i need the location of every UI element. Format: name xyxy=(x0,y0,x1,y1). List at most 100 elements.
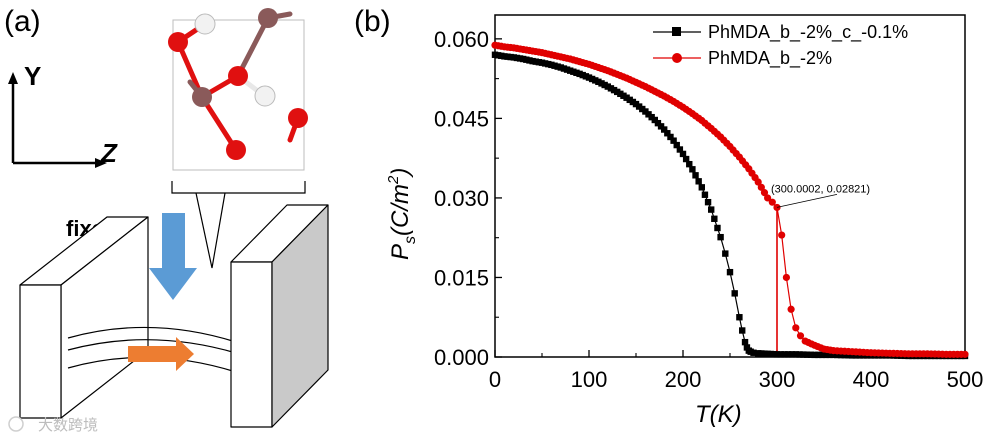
data-point-circle xyxy=(782,273,791,282)
data-point-square xyxy=(689,166,696,173)
data-point-square xyxy=(695,178,702,185)
data-point-square xyxy=(739,327,746,334)
x-tick-label: 0 xyxy=(489,367,501,392)
oxygen-atom xyxy=(228,66,248,86)
z-arrowhead-icon xyxy=(95,158,107,168)
data-point-square xyxy=(698,184,705,191)
data-point-square xyxy=(841,351,848,359)
data-point-square xyxy=(845,352,852,359)
data-point-square xyxy=(773,351,781,358)
data-point-square xyxy=(679,150,687,158)
data-point-circle xyxy=(768,198,776,206)
force-arrow-icon xyxy=(149,213,197,300)
y-tick-label: 0.060 xyxy=(434,27,489,52)
legend-label-red: PhMDA_b_-2% xyxy=(708,48,832,69)
data-point-square xyxy=(708,206,715,213)
watermark-logo-icon xyxy=(8,416,24,432)
data-point-circle xyxy=(778,231,786,239)
data-point-square xyxy=(803,351,811,358)
y-axis-title: Ps(C/m2) xyxy=(385,168,419,260)
panel-a-label: (a) xyxy=(4,5,41,38)
data-point-square xyxy=(818,351,826,359)
legend-entry-red: PhMDA_b_-2% xyxy=(653,48,832,69)
y-tick-label: 0.015 xyxy=(434,265,489,290)
data-point-square xyxy=(664,130,671,137)
data-point-square xyxy=(777,351,784,358)
legend-marker-circle-icon xyxy=(672,53,682,63)
y-tick-label: 0.030 xyxy=(434,186,489,211)
inset-callout xyxy=(195,192,226,269)
y-tick-label: 0.000 xyxy=(434,345,489,370)
y-title-sub: s xyxy=(402,236,419,244)
data-point-square xyxy=(670,137,677,144)
annotation-leader xyxy=(776,194,838,208)
right-clamp-block xyxy=(230,204,329,428)
legend-marker-square-icon xyxy=(672,27,681,36)
data-point-square xyxy=(717,233,724,241)
data-point-circle xyxy=(796,332,805,340)
x-tick-label: 500 xyxy=(947,367,984,392)
x-tick-label: 100 xyxy=(571,367,608,392)
data-point-square xyxy=(807,351,815,358)
data-point-square xyxy=(736,314,743,321)
data-series xyxy=(491,41,969,360)
data-point-square xyxy=(830,351,837,359)
y-title-sup: 2 xyxy=(385,175,402,185)
x-tick-label: 300 xyxy=(759,367,796,392)
svg-text:Ps(C/m2): Ps(C/m2) xyxy=(385,168,419,260)
data-point-square xyxy=(800,351,807,358)
oxygen-atom xyxy=(168,32,188,52)
data-point-square xyxy=(667,133,674,141)
data-point-square xyxy=(682,155,690,163)
data-point-square xyxy=(731,290,738,297)
data-point-circle xyxy=(773,203,781,212)
data-point-circle xyxy=(792,324,800,332)
data-point-circle xyxy=(787,305,795,313)
data-point-square xyxy=(815,351,822,359)
data-point-circle xyxy=(757,183,765,191)
data-point-square xyxy=(792,351,799,358)
x-tick-label: 400 xyxy=(853,367,890,392)
data-point-square xyxy=(661,126,668,133)
data-point-circle xyxy=(764,194,772,202)
legend: PhMDA_b_-2%_c_-0.1% PhMDA_b_-2% xyxy=(653,22,908,69)
hydrogen-atom xyxy=(254,85,276,107)
x-tick-label: 200 xyxy=(665,367,702,392)
data-point-square xyxy=(837,351,845,359)
data-point-square xyxy=(826,351,833,359)
y-title-unit-end: ) xyxy=(387,168,414,179)
data-point-square xyxy=(711,215,718,222)
panel-a: (a) Y Z xyxy=(4,5,329,434)
y-title-main: P xyxy=(387,244,414,260)
data-point-square xyxy=(811,351,818,359)
data-point-square xyxy=(722,250,729,257)
left-clamp-block xyxy=(19,216,149,419)
oxygen-atom xyxy=(288,108,308,128)
annotation-text: (300.0002, 0.02821) xyxy=(771,183,870,195)
oxygen-atom xyxy=(226,140,246,160)
data-point-square xyxy=(849,352,856,359)
data-point-square xyxy=(741,338,749,346)
data-point-square xyxy=(785,351,792,358)
panel-b-label: (b) xyxy=(354,5,391,38)
data-annotation: (300.0002, 0.02821) xyxy=(771,183,870,208)
data-point-circle xyxy=(961,350,969,358)
z-axis-label: Z xyxy=(100,138,118,168)
x-axis-ticks: 0 100 200 300 400 500 xyxy=(489,350,983,392)
legend-label-black: PhMDA_b_-2%_c_-0.1% xyxy=(708,22,908,43)
data-point-square xyxy=(692,172,699,179)
molecule-inset xyxy=(168,8,308,171)
data-point-square xyxy=(704,198,712,206)
data-point-square xyxy=(686,160,693,168)
polarization-arrow-icon xyxy=(128,337,194,371)
data-point-square xyxy=(781,351,788,358)
data-point-square xyxy=(726,268,734,276)
data-point-circle xyxy=(760,189,769,197)
carbon-atom xyxy=(192,87,212,107)
data-point-square xyxy=(673,141,680,149)
legend-entry-black: PhMDA_b_-2%_c_-0.1% xyxy=(653,22,908,43)
watermark: 大数跨境 xyxy=(38,416,98,434)
data-point-square xyxy=(750,349,757,356)
y-arrowhead-icon xyxy=(8,72,18,84)
